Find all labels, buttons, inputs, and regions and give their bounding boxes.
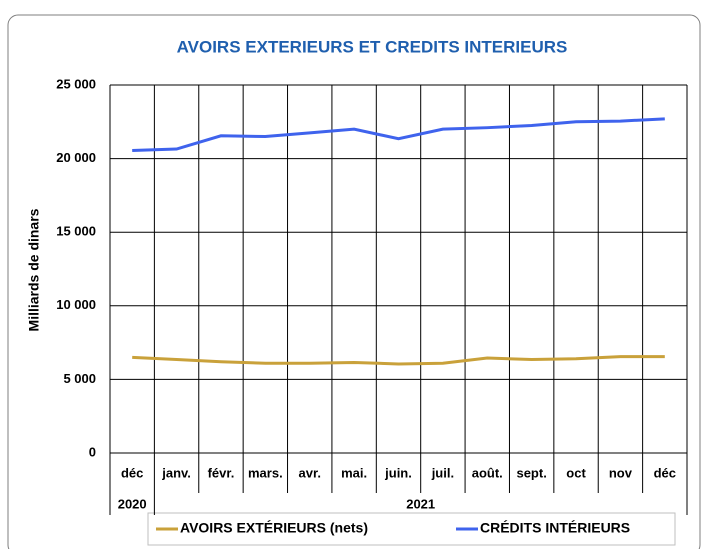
x-tick-label: déc [121, 465, 143, 480]
series-line [132, 355, 665, 366]
x-tick-label: janv. [161, 465, 191, 480]
y-tick-label: 25 000 [56, 76, 96, 91]
y-tick-label: 5 000 [63, 371, 96, 386]
x-tick-label: juil. [431, 465, 454, 480]
x-tick-label: oct [566, 465, 586, 480]
x-tick-label: nov [609, 465, 633, 480]
legend-box [147, 512, 676, 546]
legend-label: CRÉDITS INTÉRIEURS [480, 520, 630, 536]
x-tick-label: mai. [341, 465, 367, 480]
year-label: 2021 [406, 496, 435, 511]
x-tick-label: avr. [299, 465, 321, 480]
series-line [132, 117, 665, 153]
y-tick-label: 15 000 [56, 224, 96, 239]
x-tick-label: mars. [248, 465, 283, 480]
x-tick-label: juin. [384, 465, 412, 480]
x-tick-label: sept. [516, 465, 546, 480]
y-tick-label: 10 000 [56, 297, 96, 312]
y-tick-label: 20 000 [56, 150, 96, 165]
year-label: 2020 [118, 496, 147, 511]
x-tick-label: août. [472, 465, 503, 480]
y-tick-label: 0 [89, 444, 96, 459]
chart-title: AVOIRS EXTERIEURS ET CREDITS INTERIEURS [177, 37, 568, 56]
x-tick-label: déc [654, 465, 676, 480]
legend-label: AVOIRS EXTÉRIEURS (nets) [180, 520, 368, 536]
x-tick-label: févr. [208, 465, 235, 480]
y-axis-label: Milliards de dinars [26, 208, 42, 331]
